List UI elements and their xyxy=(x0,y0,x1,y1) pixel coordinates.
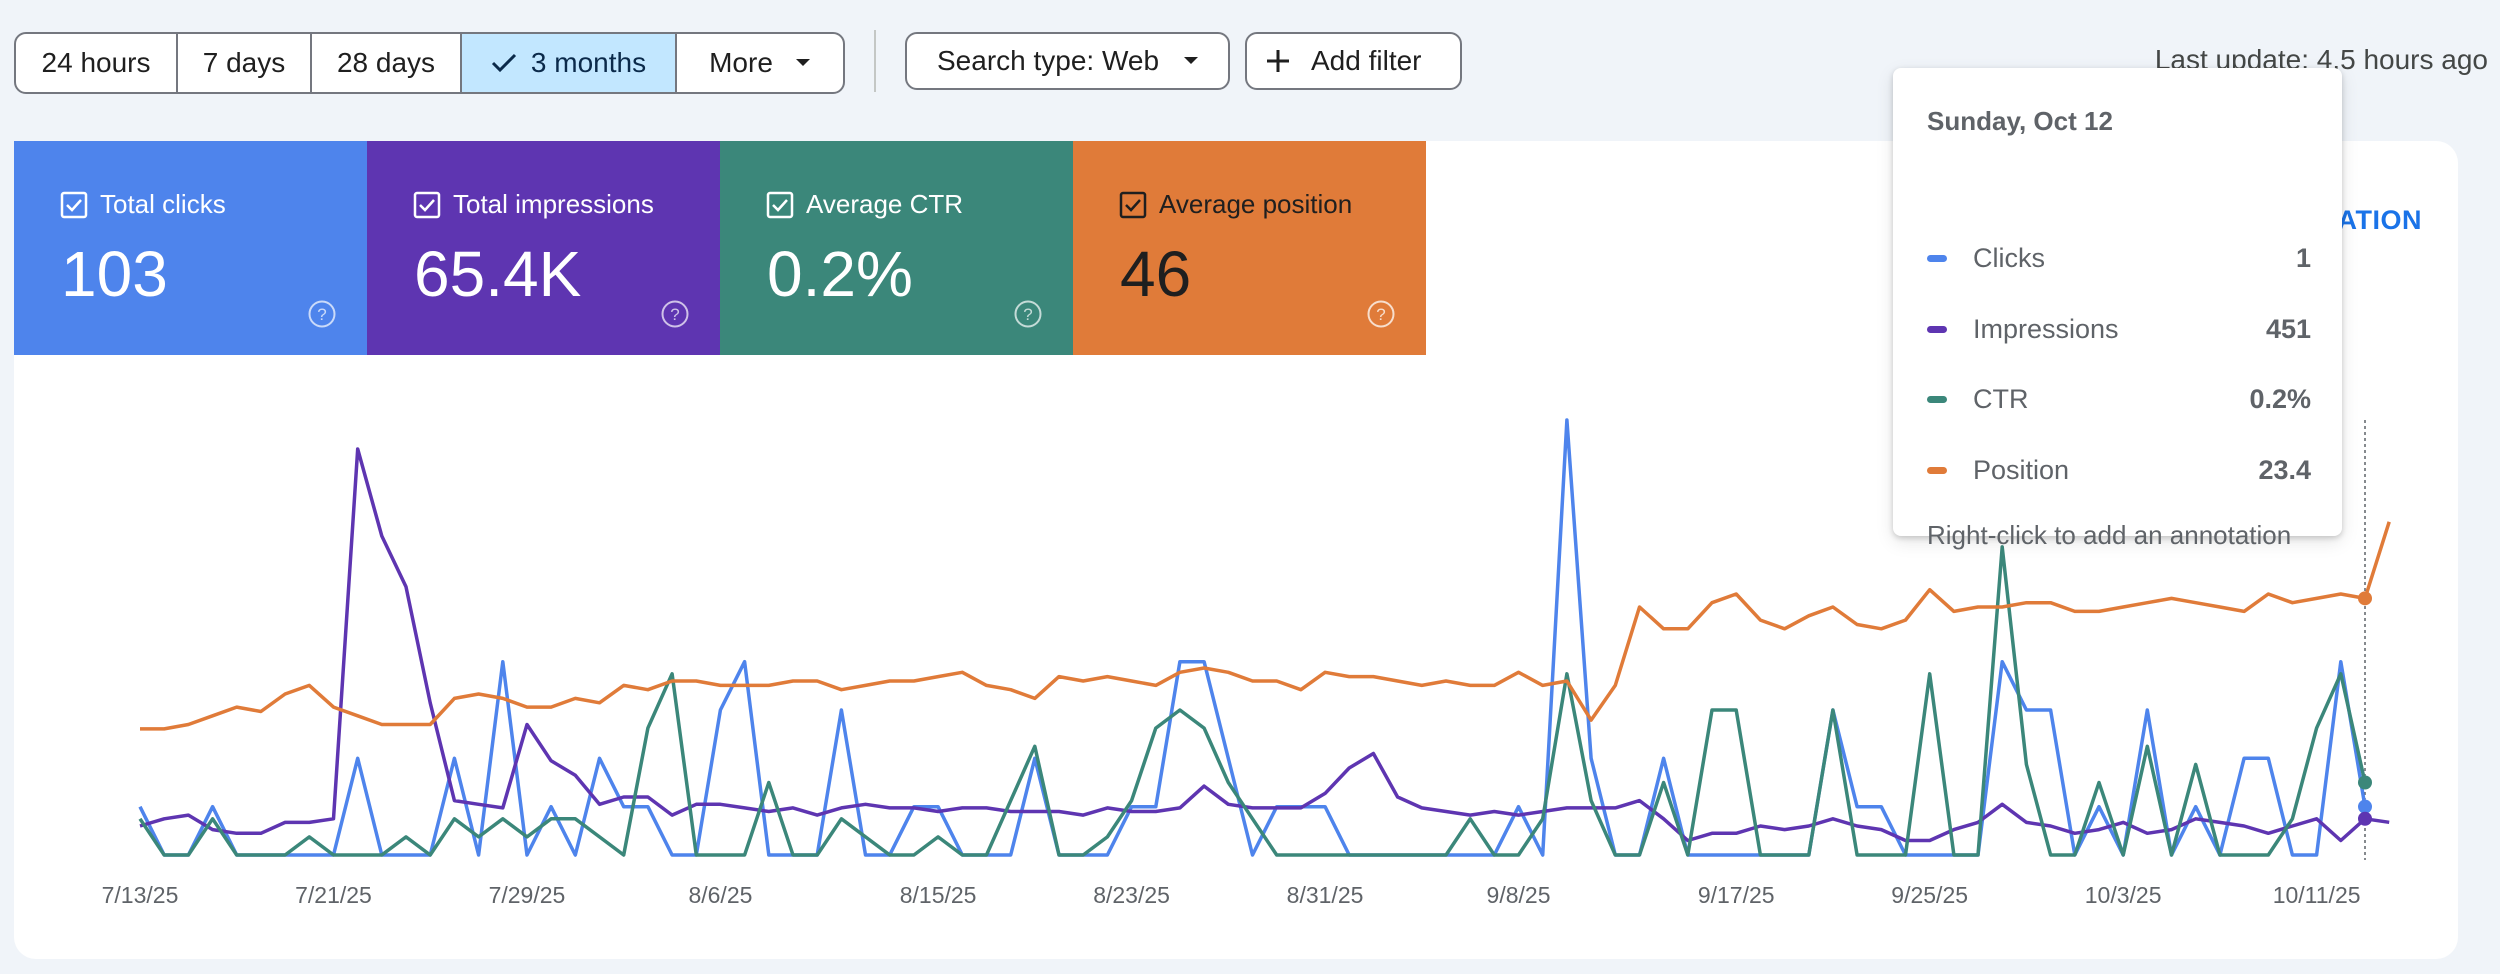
x-tick-label: 9/8/25 xyxy=(1487,882,1551,908)
metric-header: Total clicks xyxy=(60,189,226,220)
tooltip-date: Sunday, Oct 12 xyxy=(1927,106,2113,136)
metric-value: 46 xyxy=(1120,238,1192,310)
x-tick-label: 8/23/25 xyxy=(1093,882,1170,908)
search-type-dropdown[interactable]: Search type: Web xyxy=(905,32,1230,90)
plus-icon xyxy=(1265,48,1291,74)
metric-header: Average position xyxy=(1119,189,1352,220)
x-tick-label: 8/31/25 xyxy=(1287,882,1364,908)
metric-total-clicks[interactable]: Total clicks 103 ? xyxy=(14,141,367,355)
search-type-label: Search type: Web xyxy=(937,45,1160,76)
range-label: 3 months xyxy=(530,47,647,78)
svg-text:?: ? xyxy=(670,305,679,324)
check-icon xyxy=(491,53,517,73)
series-swatch-icon xyxy=(1927,254,1947,262)
checkbox-checked-icon[interactable] xyxy=(766,191,794,219)
tooltip-row-clicks: Clicks 1 xyxy=(1927,238,2311,278)
range-label: 28 days xyxy=(336,47,436,78)
help-icon[interactable]: ? xyxy=(1013,299,1043,329)
toolbar-divider xyxy=(874,30,876,92)
range-3-months-button[interactable]: 3 months xyxy=(462,34,677,92)
metric-average-position[interactable]: Average position 46 ? xyxy=(1073,141,1426,355)
range-7-days-button[interactable]: 7 days xyxy=(178,34,312,92)
x-axis-ticks: 7/13/25 7/21/25 7/29/25 8/6/25 8/15/25 8/23/2… xyxy=(102,882,2361,908)
x-tick-label: 8/6/25 xyxy=(688,882,752,908)
metric-value: 103 xyxy=(61,238,168,310)
hover-point-clicks xyxy=(2358,799,2372,814)
tooltip-series-value: 451 xyxy=(2265,313,2311,344)
hover-point-position xyxy=(2358,591,2372,606)
x-tick-label: 7/13/25 xyxy=(102,882,179,908)
series-layer xyxy=(138,418,2391,857)
tooltip-row-impressions: Impressions 451 xyxy=(1927,309,2311,349)
series-swatch-icon xyxy=(1927,466,1947,474)
x-tick-label: 7/29/25 xyxy=(489,882,566,908)
tooltip-series-name: CTR xyxy=(1973,383,2029,414)
x-tick-label: 8/15/25 xyxy=(900,882,977,908)
series-swatch-icon xyxy=(1927,325,1947,333)
metric-header: Average CTR xyxy=(766,189,963,220)
svg-text:?: ? xyxy=(1376,305,1385,324)
x-tick-label: 10/11/25 xyxy=(2273,882,2361,908)
help-icon[interactable]: ? xyxy=(1366,299,1396,329)
series-swatch-icon xyxy=(1927,395,1947,403)
series-line-position xyxy=(140,521,2391,731)
checkbox-checked-icon[interactable] xyxy=(1119,191,1147,219)
metric-label: Total impressions xyxy=(453,189,654,219)
range-24-hours-button[interactable]: 24 hours xyxy=(16,34,178,92)
metric-label: Total clicks xyxy=(100,189,226,219)
series-line-clicks xyxy=(138,418,2367,857)
x-tick-label: 10/3/25 xyxy=(2085,882,2162,908)
tooltip-series-name: Impressions xyxy=(1973,313,2119,344)
x-tick-label: 9/17/25 xyxy=(1698,882,1775,908)
metric-average-ctr[interactable]: Average CTR 0.2% ? xyxy=(720,141,1073,355)
series-line-impressions xyxy=(139,447,2390,843)
tooltip-series-value: 0.2% xyxy=(2249,383,2311,414)
tooltip-series-value: 23.4 xyxy=(2258,454,2311,485)
tooltip-series-name: Clicks xyxy=(1973,242,2045,273)
range-label: More xyxy=(709,47,773,78)
x-tick-label: 9/25/25 xyxy=(1891,882,1968,908)
metric-value: 0.2% xyxy=(767,238,913,310)
date-range-selector: 24 hours 7 days 28 days 3 months More xyxy=(14,32,845,94)
metric-label: Average position xyxy=(1159,189,1353,219)
tooltip-series-value: 1 xyxy=(2295,242,2311,273)
help-icon[interactable]: ? xyxy=(307,299,337,329)
range-label: 24 hours xyxy=(41,47,151,78)
metric-header: Total impressions xyxy=(413,189,654,220)
add-filter-label: Add filter xyxy=(1311,45,1422,76)
svg-text:?: ? xyxy=(1023,305,1032,324)
caret-down-icon xyxy=(1183,56,1199,66)
range-more-dropdown[interactable]: More xyxy=(677,34,843,92)
tooltip-row-ctr: CTR 0.2% xyxy=(1927,379,2311,419)
metric-label: Average CTR xyxy=(806,189,964,219)
add-filter-button[interactable]: Add filter xyxy=(1245,32,1462,90)
help-icon[interactable]: ? xyxy=(660,299,690,329)
metric-value: 65.4K xyxy=(414,238,582,310)
hover-point-ctr xyxy=(2358,775,2372,790)
tooltip-series-name: Position xyxy=(1973,454,2070,485)
range-label: 7 days xyxy=(202,47,286,78)
tooltip-row-position: Position 23.4 xyxy=(1927,450,2311,490)
metric-total-impressions[interactable]: Total impressions 65.4K ? xyxy=(367,141,720,355)
tooltip-hint: Right-click to add an annotation xyxy=(1927,520,2292,550)
hover-point-impressions xyxy=(2358,811,2372,826)
range-28-days-button[interactable]: 28 days xyxy=(312,34,462,92)
caret-down-icon xyxy=(795,58,811,68)
checkbox-checked-icon[interactable] xyxy=(60,191,88,219)
chart-tooltip: Sunday, Oct 12 Clicks 1 Impressions 451 … xyxy=(1893,68,2342,550)
svg-text:?: ? xyxy=(317,305,326,324)
x-tick-label: 7/21/25 xyxy=(295,882,372,908)
checkbox-checked-icon[interactable] xyxy=(413,191,441,219)
hover-markers xyxy=(2358,591,2372,826)
series-line-ctr xyxy=(138,545,2367,857)
